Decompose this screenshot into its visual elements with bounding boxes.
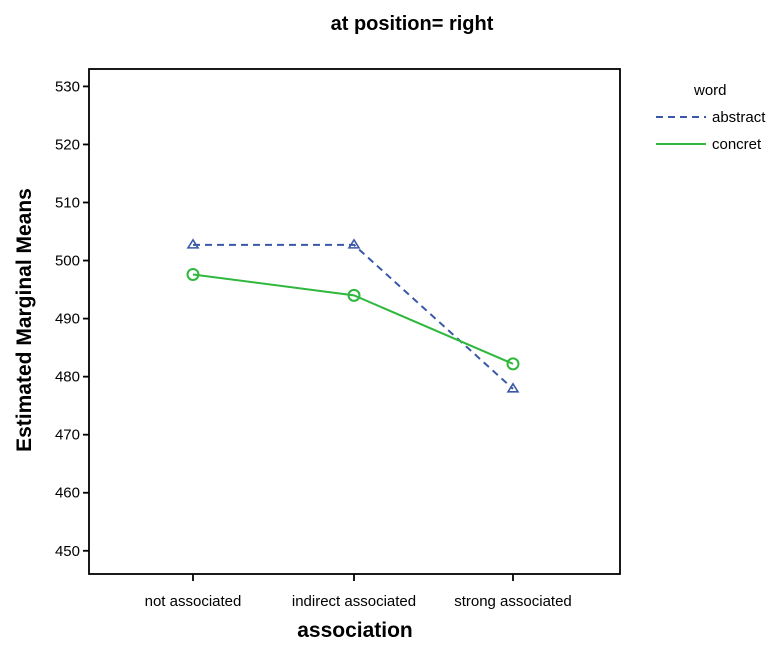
x-tick-label: strong associated bbox=[454, 593, 572, 610]
data-point-abstract bbox=[347, 238, 361, 249]
legend-title: word bbox=[693, 82, 727, 99]
y-tick-label: 510 bbox=[55, 195, 80, 212]
series-line-concret bbox=[192, 273, 514, 365]
series-layer bbox=[186, 238, 520, 393]
x-axis: not associated indirect associated strong … bbox=[145, 574, 572, 610]
y-tick-label: 450 bbox=[55, 543, 80, 560]
y-axis-title: Estimated Marginal Means bbox=[13, 188, 36, 452]
data-point-abstract bbox=[506, 382, 520, 393]
y-tick-label: 490 bbox=[55, 311, 80, 328]
data-point-abstract bbox=[186, 238, 200, 249]
plot-area bbox=[88, 68, 621, 575]
y-axis: 450 460 470 480 490 500 510 520 530 bbox=[55, 78, 89, 560]
data-point-concret bbox=[347, 288, 361, 302]
y-tick-label: 470 bbox=[55, 427, 80, 444]
legend-label-concret: concret bbox=[712, 136, 762, 153]
y-tick-label: 520 bbox=[55, 136, 80, 153]
x-tick-label: not associated bbox=[145, 593, 242, 610]
chart-title: at position= right bbox=[331, 13, 494, 35]
y-tick-label: 530 bbox=[55, 78, 80, 95]
legend-label-abstract: abstract bbox=[712, 109, 766, 126]
legend: word abstract concret bbox=[656, 82, 766, 153]
y-tick-label: 480 bbox=[55, 369, 80, 386]
data-point-concret bbox=[186, 267, 200, 281]
x-axis-title: association bbox=[297, 619, 413, 642]
y-tick-label: 500 bbox=[55, 253, 80, 270]
x-tick-label: indirect associated bbox=[292, 593, 416, 610]
data-point-concret bbox=[506, 357, 520, 371]
y-tick-label: 460 bbox=[55, 485, 80, 502]
